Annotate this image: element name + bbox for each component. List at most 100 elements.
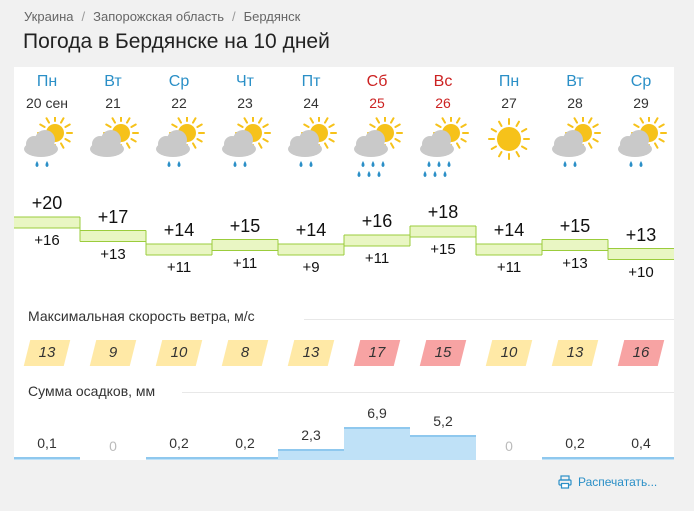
partly-cloudy-icon (90, 115, 139, 157)
divider (304, 319, 674, 320)
temp-min: +16 (34, 232, 60, 249)
wind-speed-value: 10 (500, 344, 518, 361)
precip-value: 0 (109, 438, 117, 454)
temp-band (410, 226, 476, 237)
precip-value: 6,9 (367, 405, 387, 421)
day-date: 22 (171, 95, 187, 111)
day-date: 27 (501, 95, 517, 111)
weather-icon (215, 115, 275, 187)
temp-max: +14 (493, 220, 525, 240)
temp-band (212, 239, 278, 251)
partly-cloudy-rain-icon (156, 115, 205, 167)
breadcrumb-city[interactable]: Бердянск (243, 9, 301, 24)
temp-min: +11 (166, 259, 192, 276)
temp-min: +11 (232, 254, 258, 272)
day-of-week: Пт (301, 73, 321, 90)
day-date: 28 (567, 95, 583, 111)
forecast-card: Максимальная скорость ветра, м/с Сумма о… (14, 67, 674, 460)
day-column[interactable]: Ср 29 +13 +10 16 0,4 (608, 67, 674, 460)
day-date: 20 сен (26, 95, 68, 111)
precip-value: 0,1 (37, 435, 57, 451)
partly-cloudy-heavy-rain-icon (354, 115, 403, 177)
wind-speed-value: 17 (368, 344, 386, 361)
weather-icon (545, 115, 605, 187)
weather-icon (611, 115, 671, 187)
precip-bar (146, 457, 212, 460)
breadcrumb-region[interactable]: Запорожская область (93, 9, 224, 24)
precip-bar (278, 449, 344, 460)
wind-speed-value: 9 (108, 344, 118, 361)
day-of-week: Пн (498, 73, 520, 90)
precip-value: 0 (505, 438, 513, 454)
day-column[interactable]: Чт 23 +15 +11 8 0,2 (212, 67, 278, 460)
day-date: 23 (237, 95, 253, 111)
temp-band (146, 244, 212, 255)
precip-bar (344, 427, 410, 460)
print-link[interactable]: Распечатать... (558, 475, 657, 489)
temp-max: +16 (361, 211, 393, 231)
day-date: 26 (435, 95, 451, 111)
weather-icon (479, 117, 539, 187)
wind-speed-value: 10 (170, 344, 188, 361)
wind-speed-badge: 16 (617, 340, 665, 366)
temperature-chart (14, 216, 674, 260)
temp-min: +11 (364, 250, 390, 267)
breadcrumb: Украина / Запорожская область / Бердянск (24, 9, 300, 24)
day-column[interactable]: Вт 21 +17 +13 9 0 (80, 67, 146, 460)
precip-bar (608, 457, 674, 460)
day-date: 25 (369, 95, 385, 111)
wind-speed-badge: 10 (485, 340, 533, 366)
day-column[interactable]: Вс 26 +18 +15 15 5,2 (410, 67, 476, 460)
temp-max: +13 (625, 224, 657, 245)
day-of-week: Чт (236, 73, 254, 90)
day-of-week: Ср (168, 73, 190, 90)
temp-max: +20 (31, 193, 63, 213)
day-date: 24 (303, 95, 319, 111)
precip-value: 0,2 (565, 435, 585, 451)
precip-bar (410, 435, 476, 460)
day-date: 29 (633, 95, 649, 111)
temp-band (542, 239, 608, 251)
day-of-week: Вт (104, 73, 122, 90)
wind-speed-value: 8 (240, 344, 250, 361)
breadcrumb-country[interactable]: Украина (24, 9, 74, 24)
temp-max: +15 (229, 215, 261, 236)
day-column[interactable]: Ср 22 +14 +11 10 0,2 (146, 67, 212, 460)
temp-max: +14 (295, 220, 327, 240)
wind-speed-value: 13 (302, 344, 320, 361)
wind-speed-badge: 15 (419, 340, 467, 366)
wind-speed-value: 16 (632, 344, 650, 361)
wind-speed-badge: 13 (287, 340, 335, 366)
day-column[interactable]: Вт 28 +15 +13 13 0,2 (542, 67, 608, 460)
wind-speed-badge: 13 (551, 340, 599, 366)
day-of-week: Вс (433, 73, 453, 90)
partly-cloudy-rain-icon (24, 115, 73, 167)
precip-bar (14, 457, 80, 460)
day-of-week: Вт (566, 73, 584, 90)
precip-value: 0,2 (235, 435, 255, 451)
temp-band (476, 244, 542, 255)
temp-band (278, 244, 344, 255)
precip-value: 5,2 (433, 413, 453, 430)
temp-max: +15 (559, 215, 591, 236)
temp-max: +17 (97, 206, 129, 227)
precip-bar (212, 457, 278, 460)
wind-speed-badge: 9 (89, 340, 137, 366)
weather-icon (413, 115, 473, 187)
precip-label: Сумма осадков, мм (28, 383, 156, 399)
day-column[interactable]: Сб 25 +16 +11 17 6,9 (344, 67, 410, 460)
temp-min: +10 (628, 263, 654, 281)
day-column[interactable]: Пн 27 +14 +11 10 0 (476, 67, 542, 460)
partly-cloudy-heavy-rain-icon (420, 115, 469, 177)
precip-bar (542, 457, 608, 460)
breadcrumb-separator: / (231, 9, 236, 24)
temp-min: +15 (430, 241, 456, 258)
day-column[interactable]: Пт 24 +14 +9 13 2,3 (278, 67, 344, 460)
day-column[interactable]: Пн 20 сен +20 +16 13 0,1 (14, 67, 80, 460)
temp-min: +13 (562, 254, 588, 272)
wind-speed-value: 13 (566, 344, 584, 361)
page-title: Погода в Бердянске на 10 дней (23, 30, 330, 53)
temp-min: +9 (302, 259, 320, 276)
day-of-week: Ср (630, 73, 652, 90)
precip-value: 0,4 (631, 435, 651, 451)
